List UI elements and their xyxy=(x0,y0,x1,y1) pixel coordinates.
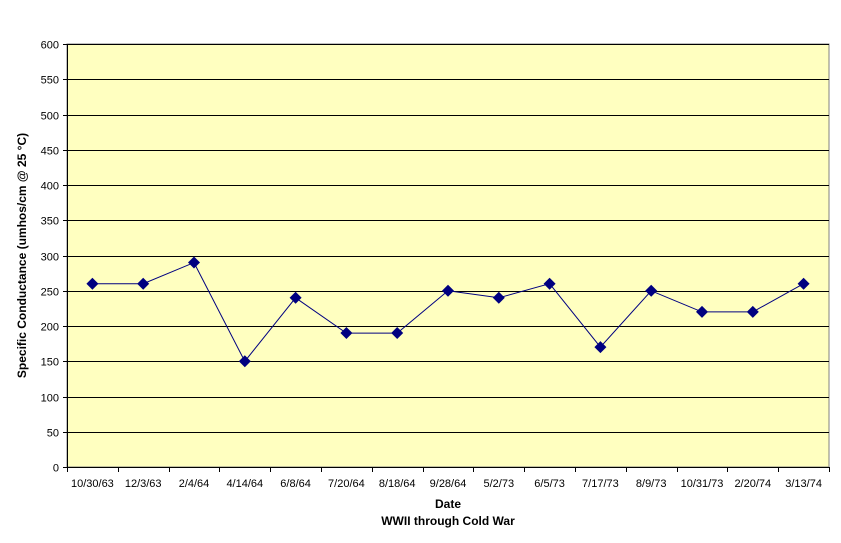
data-point-marker xyxy=(797,277,810,290)
y-tick-label: 250 xyxy=(41,287,59,299)
data-point-marker xyxy=(289,291,302,304)
data-point-marker xyxy=(188,256,200,269)
y-tick-label: 400 xyxy=(41,181,59,193)
data-point-marker xyxy=(746,305,759,318)
x-tick-label: 6/8/64 xyxy=(280,478,311,490)
x-axis-subtitle: WWII through Cold War xyxy=(381,514,515,528)
x-tick-label: 8/9/73 xyxy=(636,478,667,490)
y-tick-label: 50 xyxy=(47,428,59,440)
data-point-marker xyxy=(543,277,556,290)
x-tick-label: 7/20/64 xyxy=(328,478,365,490)
x-tick-label: 12/3/63 xyxy=(125,478,162,490)
data-point-marker xyxy=(340,327,353,340)
x-axis-tick-labels: 10/30/63 12/3/63 2/4/64 4/14/64 6/8/64 7/20/6… xyxy=(71,478,822,490)
data-point-marker xyxy=(594,341,607,354)
x-tick-label: 6/5/73 xyxy=(534,478,565,490)
data-point-marker xyxy=(696,305,708,318)
y-tick-label: 600 xyxy=(41,40,59,52)
data-point-marker xyxy=(86,277,99,290)
x-tick-label: 4/14/64 xyxy=(226,478,263,490)
data-point-marker xyxy=(137,277,150,290)
y-tick-label: 150 xyxy=(41,357,59,369)
data-point-marker xyxy=(442,284,454,297)
y-tick-label: 550 xyxy=(41,75,59,87)
y-tick-label: 300 xyxy=(41,252,59,264)
x-tick-label: 9/28/64 xyxy=(430,478,467,490)
y-tick-label: 500 xyxy=(41,111,59,123)
y-tick-label: 200 xyxy=(41,322,59,334)
x-tick-label: 3/13/74 xyxy=(785,478,822,490)
x-tick-label: 8/18/64 xyxy=(379,478,416,490)
x-axis-title: Date xyxy=(435,497,461,511)
y-axis-tick-labels: 0 50 100 150 200 250 300 350 400 450 500 550 600 xyxy=(41,40,59,475)
x-tick-label: 10/31/73 xyxy=(681,478,724,490)
data-point-marker xyxy=(645,284,658,297)
x-axis-ticks xyxy=(67,467,830,472)
data-point-marker xyxy=(238,355,251,368)
y-tick-label: 0 xyxy=(53,463,59,475)
x-tick-label: 5/2/73 xyxy=(484,478,515,490)
y-tick-label: 450 xyxy=(41,146,59,158)
data-point-marker xyxy=(391,327,404,340)
data-points xyxy=(86,256,810,368)
gridlines xyxy=(63,44,829,468)
y-axis-title: Specific Conductance (umhos/cm @ 25 °C) xyxy=(15,133,29,378)
data-point-marker xyxy=(492,291,505,304)
y-tick-label: 100 xyxy=(41,393,59,405)
x-tick-label: 10/30/63 xyxy=(71,478,114,490)
y-tick-label: 350 xyxy=(41,216,59,228)
x-tick-label: 2/20/74 xyxy=(734,478,771,490)
x-tick-label: 7/17/73 xyxy=(582,478,619,490)
plot-area xyxy=(66,43,830,468)
x-tick-label: 2/4/64 xyxy=(179,478,210,490)
